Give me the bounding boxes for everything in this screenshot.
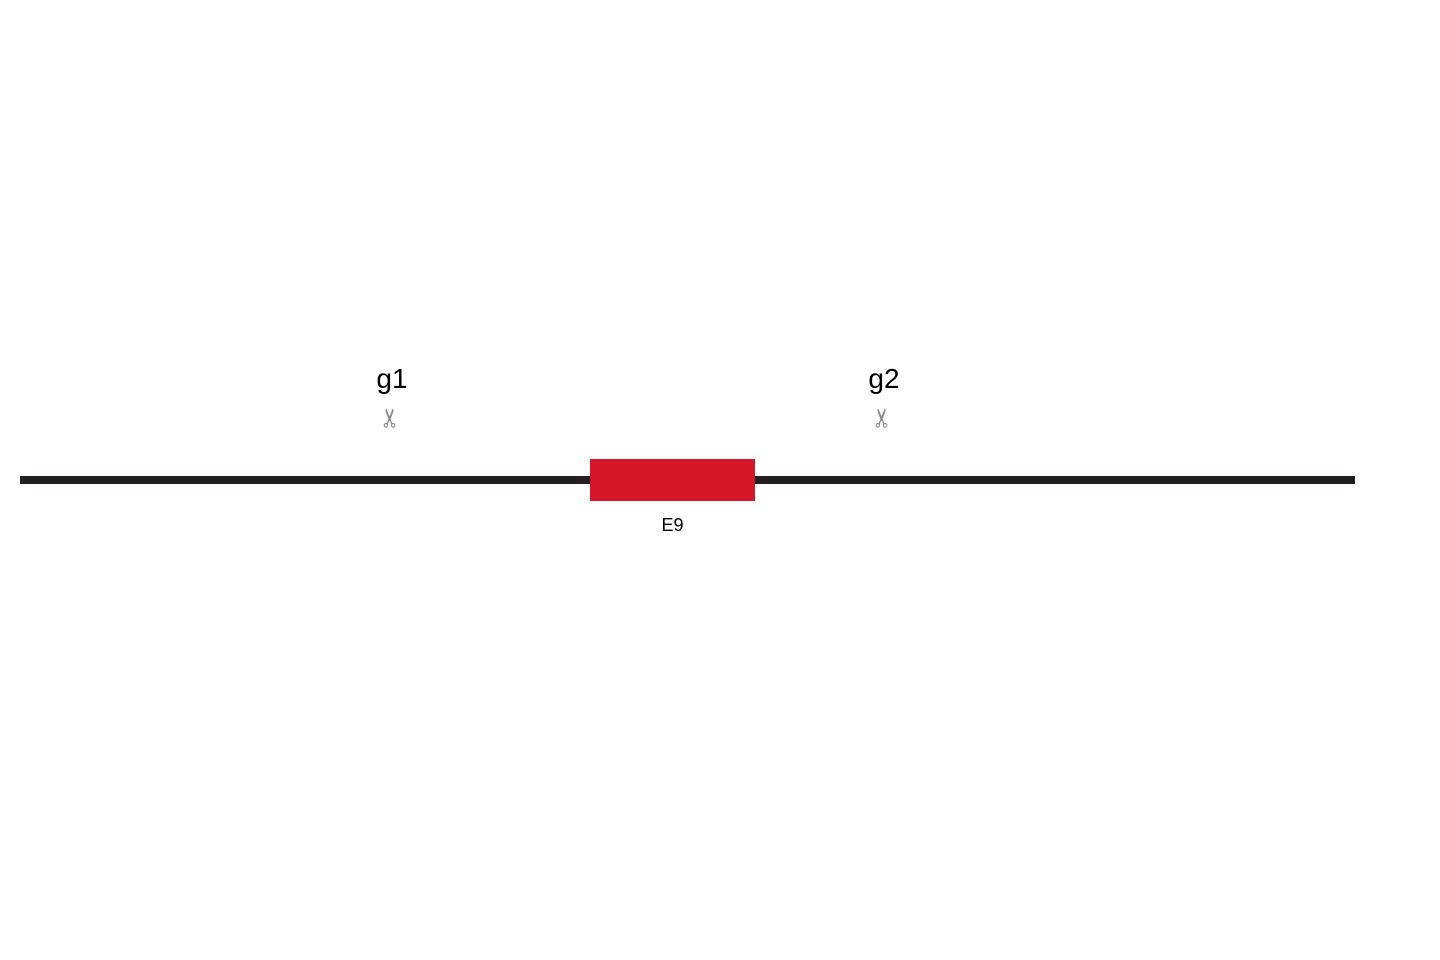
exon-label: E9: [661, 515, 683, 535]
guides-group: g1 ✂ g2 ✂: [375, 363, 900, 429]
gene-diagram: E9 g1 ✂ g2 ✂: [0, 0, 1440, 960]
scissors-icon: ✂: [375, 407, 405, 429]
exon-box: [590, 459, 755, 501]
guide-label: g1: [376, 363, 407, 394]
guide-g1: g1 ✂: [375, 363, 408, 429]
guide-g2: g2 ✂: [867, 363, 900, 429]
scissors-icon: ✂: [867, 407, 897, 429]
guide-label: g2: [868, 363, 899, 394]
